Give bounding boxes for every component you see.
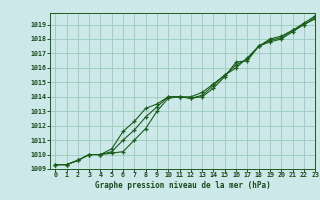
- X-axis label: Graphe pression niveau de la mer (hPa): Graphe pression niveau de la mer (hPa): [94, 181, 270, 190]
